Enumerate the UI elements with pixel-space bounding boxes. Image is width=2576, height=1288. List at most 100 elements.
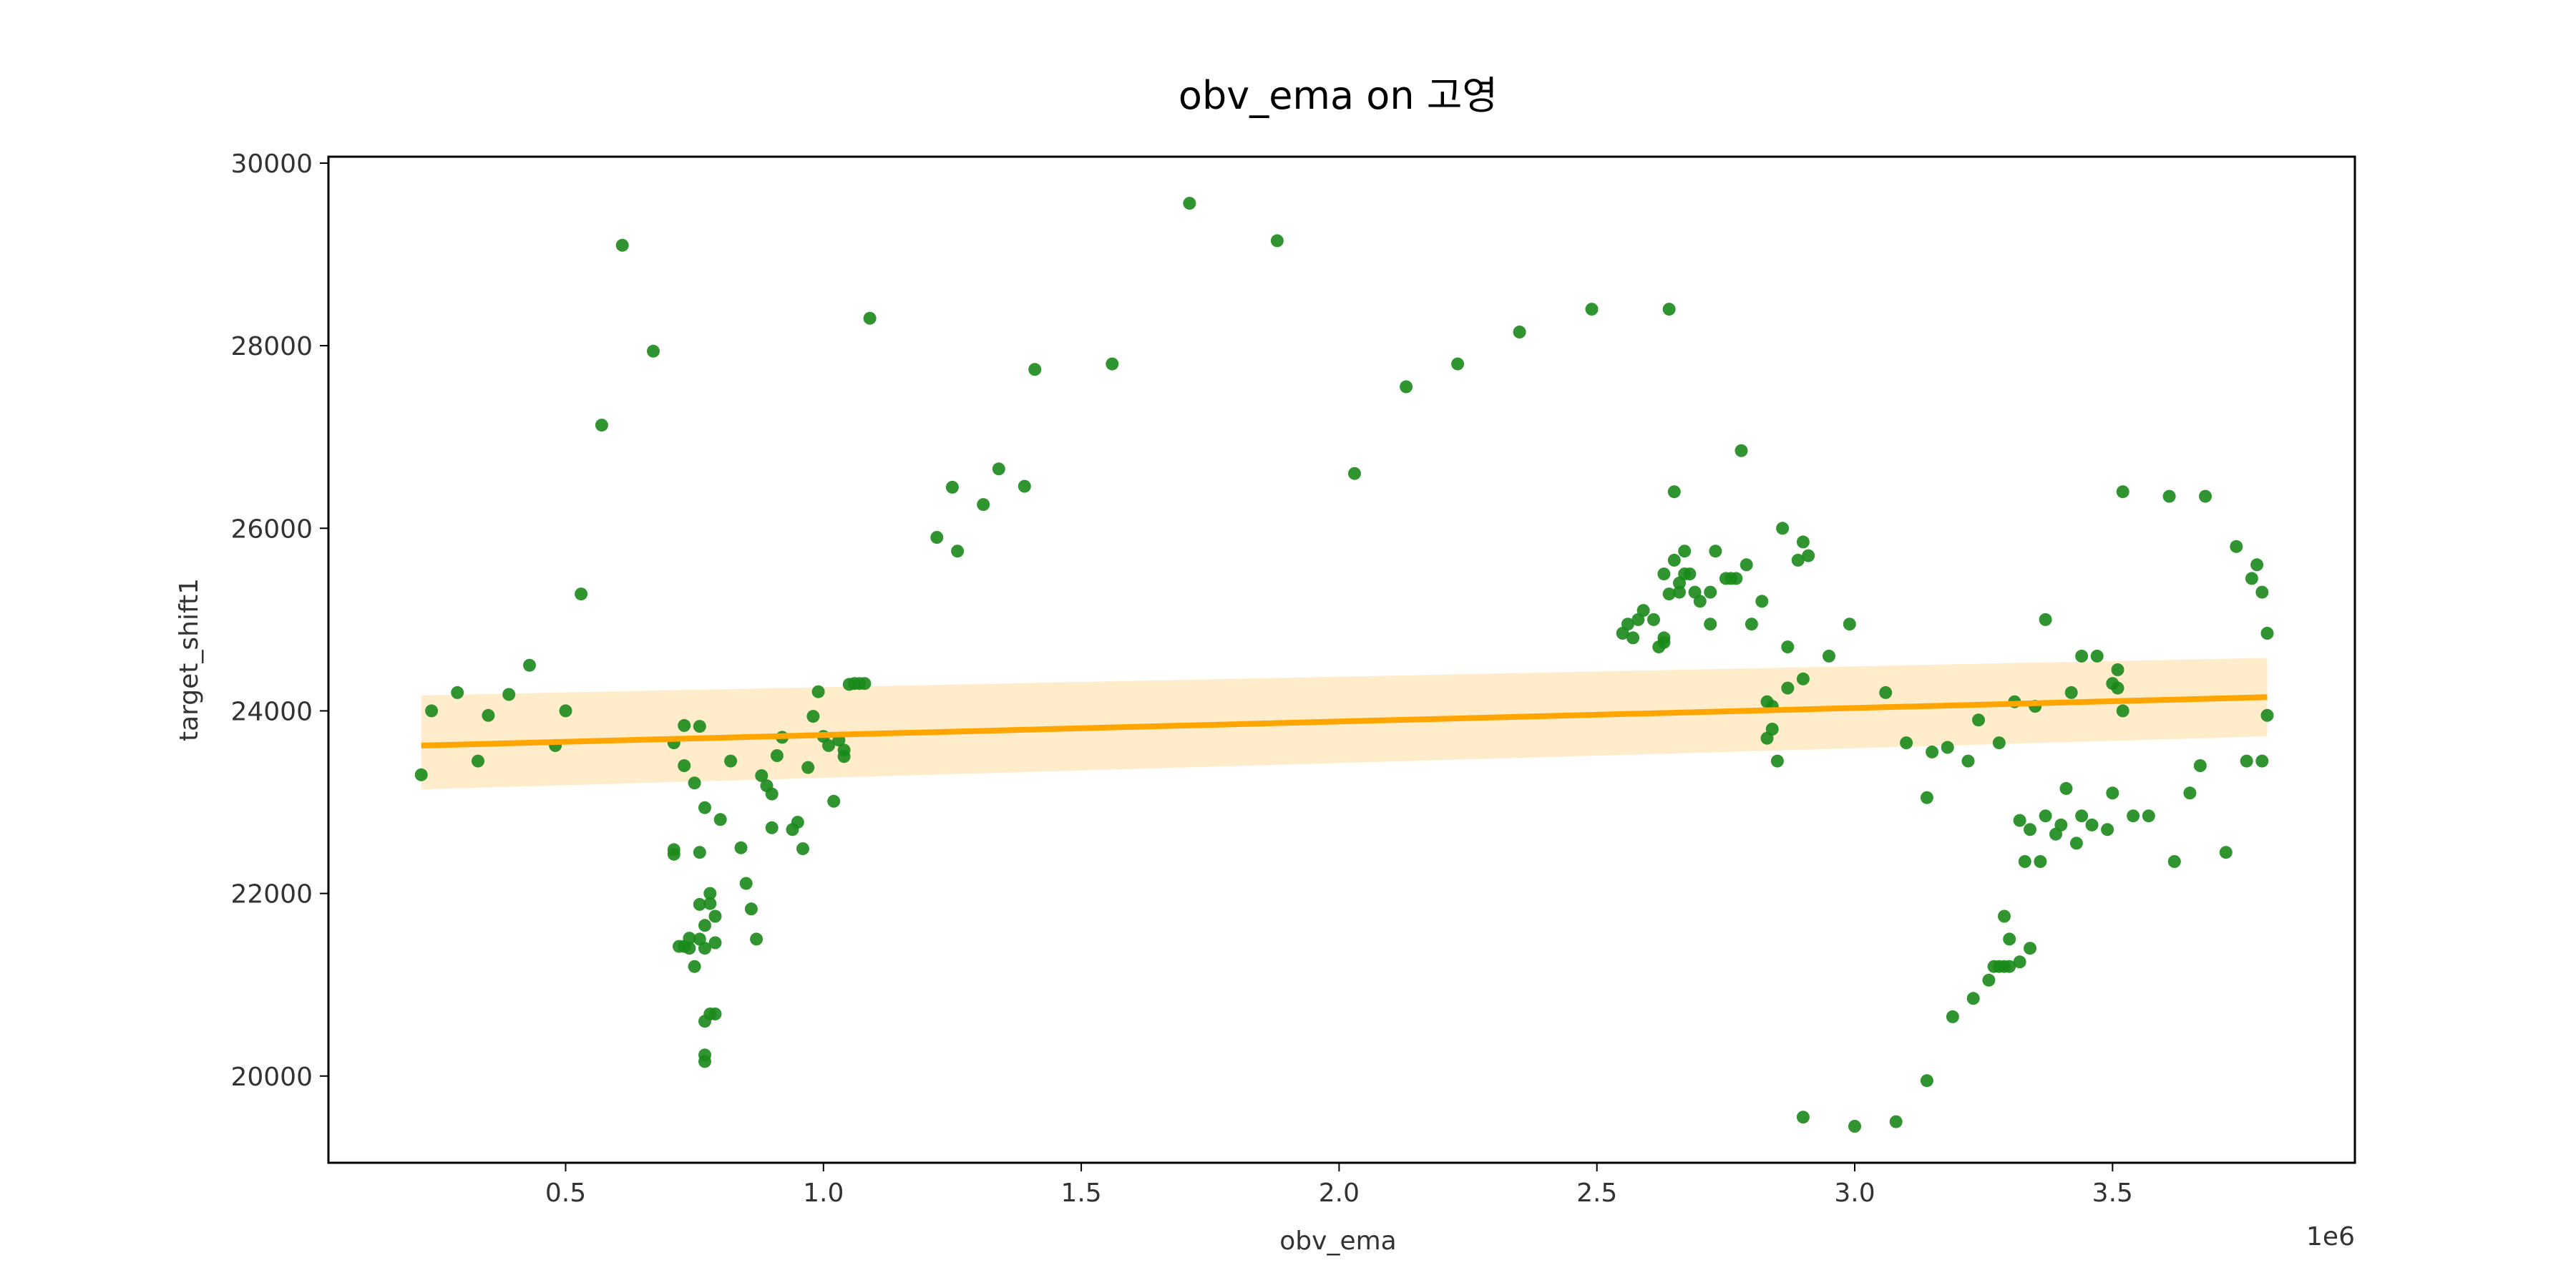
data-point (2260, 708, 2274, 722)
data-point (703, 897, 717, 910)
data-point (837, 750, 851, 763)
data-point (1106, 357, 1119, 371)
data-point (2054, 818, 2068, 831)
data-point (1745, 618, 1758, 631)
data-point (827, 794, 841, 808)
data-point (2219, 846, 2233, 859)
y-tick-label: 20000 (230, 1063, 313, 1092)
data-point (2018, 855, 2031, 868)
data-point (2116, 704, 2129, 718)
data-point (1966, 992, 1980, 1005)
data-point (2127, 809, 2140, 823)
data-point (1998, 909, 2011, 923)
data-point (425, 704, 439, 718)
data-point (1585, 303, 1599, 316)
x-tick-label: 1.5 (1060, 1179, 1101, 1208)
data-point (2162, 489, 2176, 503)
data-point (992, 462, 1005, 476)
data-point (1848, 1120, 1861, 1133)
data-point (1667, 553, 1681, 567)
data-point (2059, 781, 2073, 795)
data-point (678, 718, 691, 732)
data-point (744, 902, 758, 916)
data-point (1920, 1074, 1933, 1088)
data-point (822, 738, 835, 752)
data-point (739, 877, 753, 890)
data-point (708, 1008, 722, 1020)
data-point (688, 960, 701, 973)
data-point (1621, 618, 1634, 631)
data-point (647, 344, 660, 358)
data-point (2003, 960, 2016, 973)
data-point (1961, 754, 1975, 768)
data-point (863, 311, 877, 325)
data-point (1796, 1111, 1810, 1124)
data-point (693, 720, 706, 733)
data-point (1781, 681, 1795, 695)
data-point (683, 942, 696, 955)
data-point (1920, 791, 1933, 804)
data-point (1802, 549, 1815, 562)
data-point (698, 1055, 711, 1068)
y-tick-label: 26000 (230, 514, 313, 544)
x-tick-label: 3.0 (1834, 1179, 1875, 1208)
x-tick-label: 2.0 (1319, 1179, 1360, 1208)
data-point (1667, 485, 1681, 499)
data-point (770, 749, 784, 762)
data-point (2106, 786, 2119, 800)
data-point (693, 897, 706, 911)
data-point (1776, 522, 1790, 535)
data-point (2245, 572, 2258, 585)
data-point (667, 847, 680, 861)
plot-area-frame (327, 155, 2356, 1164)
data-point (1982, 973, 1996, 987)
data-point (708, 936, 722, 950)
data-point (2255, 585, 2269, 599)
data-point (1704, 585, 1717, 599)
data-point (945, 480, 959, 494)
data-point (693, 846, 706, 859)
data-point (2255, 754, 2269, 768)
data-point (2039, 809, 2052, 823)
data-point (1348, 467, 1361, 480)
data-point (1843, 618, 1856, 631)
y-tick-label: 28000 (230, 332, 313, 361)
data-point (977, 498, 990, 512)
y-tick-label: 30000 (230, 150, 313, 179)
data-point (1889, 1115, 1903, 1128)
data-point (698, 942, 711, 955)
data-point (734, 841, 748, 854)
data-point (724, 754, 738, 768)
data-point (2101, 823, 2114, 836)
data-point (1765, 723, 1779, 736)
data-point (472, 754, 484, 768)
data-point (615, 238, 629, 252)
data-point (451, 686, 464, 699)
data-point (2069, 836, 2083, 850)
data-point (2039, 613, 2052, 626)
regression-line (421, 694, 2268, 748)
data-point (796, 842, 809, 856)
data-point (791, 816, 804, 829)
y-tick-label: 24000 (230, 697, 313, 726)
x-tick-label: 0.5 (545, 1179, 586, 1208)
data-point (1636, 604, 1650, 618)
data-point (688, 776, 701, 790)
data-point (2111, 681, 2124, 695)
data-point (1683, 567, 1697, 581)
data-point (1678, 545, 1692, 558)
data-point (1729, 572, 1743, 585)
chart-title: obv_ema on 고영 (1179, 73, 1498, 118)
data-point (1972, 713, 1985, 727)
data-point (1791, 553, 1805, 567)
data-point (2075, 649, 2089, 663)
data-point (1992, 736, 2006, 750)
data-point (1879, 686, 1893, 699)
data-point (2260, 627, 2274, 640)
data-point (2240, 754, 2253, 768)
data-point (1755, 595, 1769, 608)
data-point (1900, 736, 1913, 750)
data-point (1770, 754, 1784, 768)
data-point (1796, 535, 1810, 549)
